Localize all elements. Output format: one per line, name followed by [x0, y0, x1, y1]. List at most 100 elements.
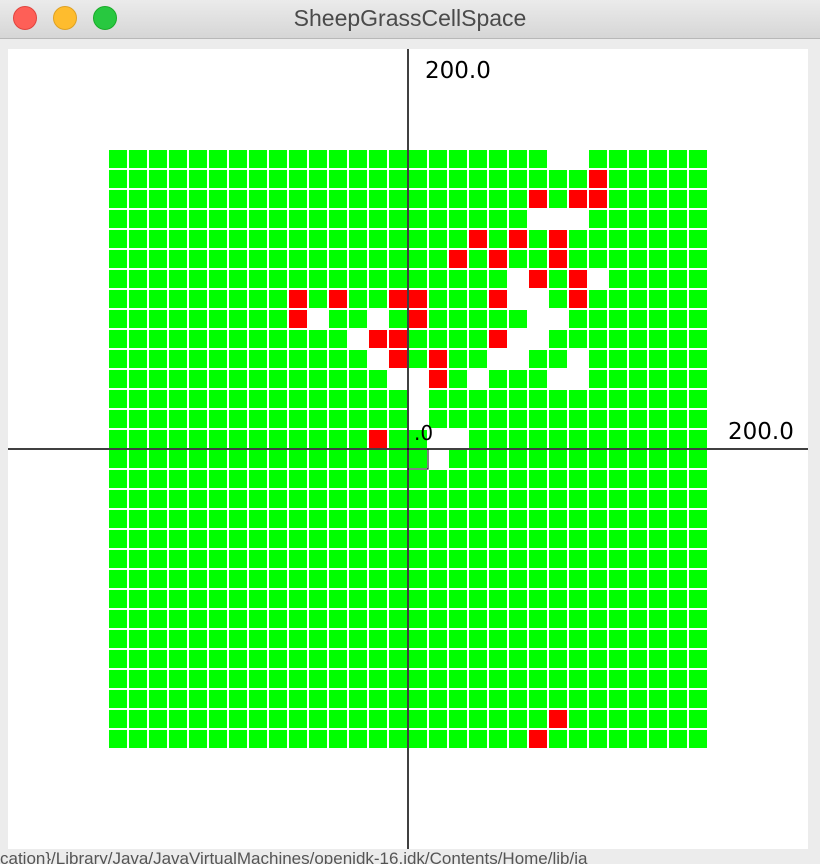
empty-cell	[527, 208, 549, 230]
grass-cell	[607, 488, 629, 510]
grass-cell	[447, 648, 469, 670]
grass-cell	[347, 468, 369, 490]
grass-cell	[667, 248, 689, 270]
grass-cell	[147, 708, 169, 730]
grass-cell	[487, 368, 509, 390]
grass-cell	[687, 608, 709, 630]
grass-cell	[667, 648, 689, 670]
grass-cell	[627, 188, 649, 210]
sheep-cell	[467, 228, 489, 250]
grass-cell	[327, 228, 349, 250]
grass-cell	[587, 548, 609, 570]
grass-cell	[587, 608, 609, 630]
origin-marker	[407, 448, 429, 470]
grass-cell	[507, 248, 529, 270]
grass-cell	[627, 468, 649, 490]
grass-cell	[267, 448, 289, 470]
grass-cell	[367, 688, 389, 710]
grass-cell	[667, 608, 689, 630]
grass-cell	[427, 568, 449, 590]
grass-cell	[387, 308, 409, 330]
grass-cell	[407, 488, 429, 510]
grass-cell	[687, 688, 709, 710]
title-bar[interactable]: SheepGrassCellSpace	[0, 0, 820, 39]
grass-cell	[387, 448, 409, 470]
grass-cell	[447, 188, 469, 210]
grass-cell	[627, 288, 649, 310]
grass-cell	[127, 308, 149, 330]
grass-cell	[447, 408, 469, 430]
grass-cell	[367, 568, 389, 590]
grass-cell	[567, 728, 589, 750]
grass-cell	[327, 308, 349, 330]
grass-cell	[447, 508, 469, 530]
grass-cell	[667, 268, 689, 290]
grass-cell	[127, 408, 149, 430]
grass-cell	[647, 188, 669, 210]
grass-cell	[667, 208, 689, 230]
grass-cell	[647, 548, 669, 570]
grass-cell	[587, 428, 609, 450]
grass-cell	[587, 148, 609, 170]
grass-cell	[367, 588, 389, 610]
grass-cell	[267, 688, 289, 710]
grass-cell	[527, 428, 549, 450]
grass-cell	[507, 468, 529, 490]
grass-cell	[487, 728, 509, 750]
grass-cell	[587, 708, 609, 730]
sheep-cell	[487, 328, 509, 350]
grass-cell	[687, 728, 709, 750]
grass-cell	[567, 508, 589, 530]
grass-cell	[547, 428, 569, 450]
grass-cell	[427, 668, 449, 690]
grass-cell	[227, 668, 249, 690]
grass-cell	[627, 408, 649, 430]
grass-cell	[267, 428, 289, 450]
grass-cell	[267, 408, 289, 430]
grass-cell	[127, 488, 149, 510]
grass-cell	[327, 348, 349, 370]
grass-cell	[267, 508, 289, 530]
grass-cell	[527, 668, 549, 690]
cell-space-canvas[interactable]: 200.0 200.0 .0	[8, 49, 808, 849]
cell-grid	[8, 49, 808, 849]
grass-cell	[487, 228, 509, 250]
grass-cell	[287, 688, 309, 710]
grass-cell	[287, 448, 309, 470]
grass-cell	[467, 208, 489, 230]
grass-cell	[407, 168, 429, 190]
grass-cell	[627, 488, 649, 510]
sheep-cell	[407, 308, 429, 330]
grass-cell	[107, 548, 129, 570]
grass-cell	[647, 288, 669, 310]
minimize-button[interactable]	[53, 6, 77, 30]
grass-cell	[167, 328, 189, 350]
grass-cell	[287, 668, 309, 690]
grass-cell	[107, 728, 129, 750]
zoom-button[interactable]	[93, 6, 117, 30]
grass-cell	[347, 648, 369, 670]
grass-cell	[187, 448, 209, 470]
empty-cell	[407, 388, 429, 410]
grass-cell	[407, 548, 429, 570]
grass-cell	[267, 528, 289, 550]
grass-cell	[687, 268, 709, 290]
grass-cell	[667, 288, 689, 310]
grass-cell	[407, 668, 429, 690]
grass-cell	[467, 688, 489, 710]
grass-cell	[307, 448, 329, 470]
grass-cell	[687, 508, 709, 530]
grass-cell	[447, 688, 469, 710]
grass-cell	[327, 648, 349, 670]
grass-cell	[487, 588, 509, 610]
grass-cell	[447, 288, 469, 310]
grass-cell	[587, 228, 609, 250]
grass-cell	[407, 208, 429, 230]
grass-cell	[207, 508, 229, 530]
close-button[interactable]	[13, 6, 37, 30]
grass-cell	[687, 408, 709, 430]
grass-cell	[187, 288, 209, 310]
grass-cell	[547, 328, 569, 350]
grass-cell	[147, 528, 169, 550]
grass-cell	[487, 188, 509, 210]
